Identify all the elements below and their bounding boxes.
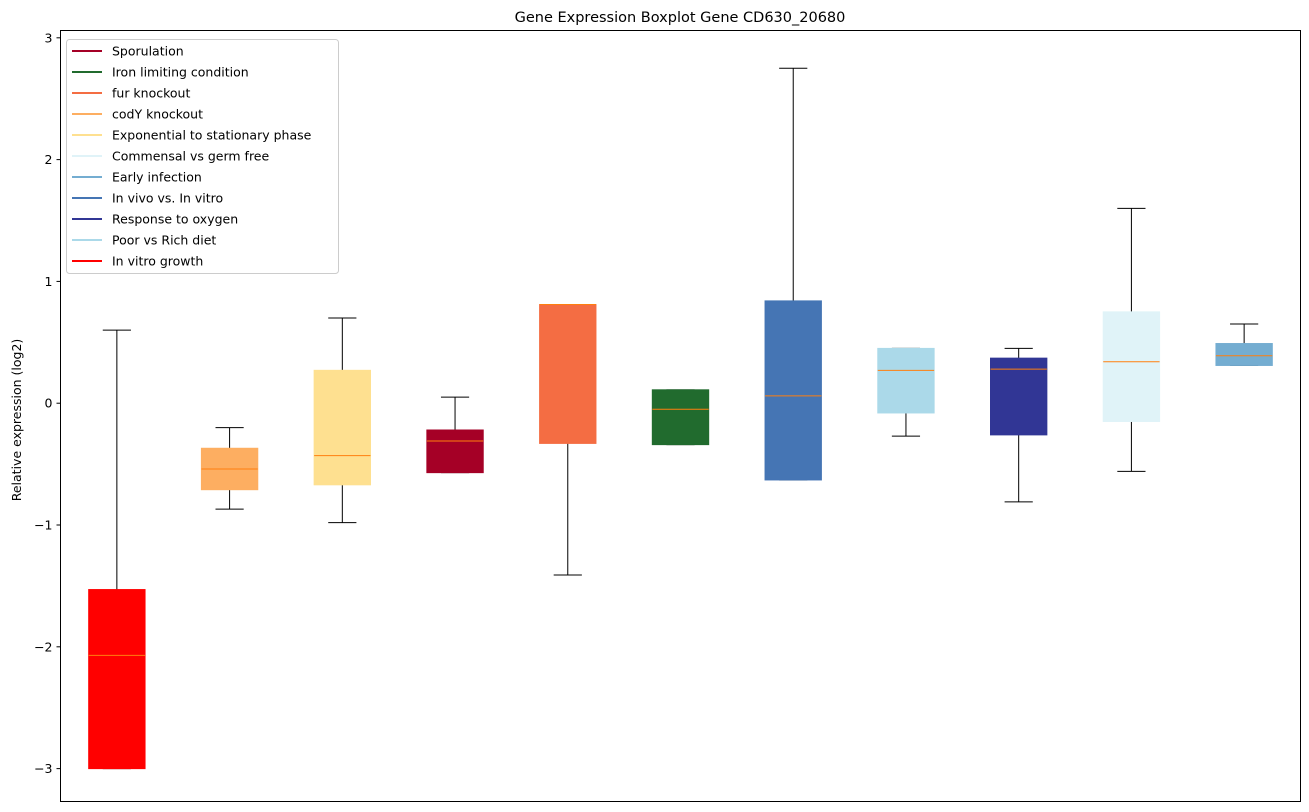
y-tick-label: 3 bbox=[45, 30, 53, 45]
box-cody-knockout bbox=[200, 427, 259, 510]
legend-label: Sporulation bbox=[112, 44, 184, 59]
box-body bbox=[877, 347, 935, 414]
legend-label: In vivo vs. In vitro bbox=[112, 191, 223, 206]
legend-frame bbox=[66, 39, 339, 274]
legend-label: Iron limiting condition bbox=[112, 65, 249, 80]
y-tick-label: −3 bbox=[34, 761, 52, 776]
legend-label: fur knockout bbox=[112, 86, 190, 101]
box-body bbox=[651, 389, 710, 446]
boxes-layer bbox=[88, 67, 1273, 770]
legend-label: codY knockout bbox=[112, 107, 203, 122]
box-body bbox=[764, 300, 822, 481]
legend-label: Commensal vs germ free bbox=[112, 149, 269, 164]
box-body bbox=[990, 357, 1048, 436]
y-tick-label: 2 bbox=[45, 152, 53, 167]
box-body bbox=[426, 429, 484, 474]
legend-label: In vitro growth bbox=[112, 254, 203, 269]
box-body bbox=[1215, 343, 1273, 366]
legend-label: Response to oxygen bbox=[112, 212, 238, 227]
box-poor-vs-rich-diet bbox=[877, 347, 935, 437]
legend-label: Early infection bbox=[112, 170, 202, 185]
chart-title: Gene Expression Boxplot Gene CD630_20680 bbox=[515, 10, 846, 26]
y-tick-label: −2 bbox=[34, 639, 52, 654]
legend-label: Poor vs Rich diet bbox=[112, 233, 216, 248]
box-iron-limiting-condition bbox=[651, 389, 710, 446]
y-tick-label: 0 bbox=[45, 396, 53, 411]
y-tick-label: −1 bbox=[34, 518, 52, 533]
y-axis-ticks: 3 2 1 0 −1 −2 −3 bbox=[34, 30, 61, 776]
box-response-to-oxygen bbox=[990, 347, 1048, 503]
legend: Sporulation Iron limiting condition fur kn… bbox=[66, 39, 339, 274]
box-body bbox=[313, 369, 371, 486]
plot-frame bbox=[60, 30, 1301, 802]
box-commensal-vs-germ-free bbox=[1102, 207, 1161, 472]
box-fur-knockout bbox=[539, 304, 597, 576]
box-in-vitro-growth bbox=[88, 329, 146, 770]
box-sporulation bbox=[426, 396, 484, 474]
box-early-infection bbox=[1215, 323, 1273, 366]
legend-label: Exponential to stationary phase bbox=[112, 128, 312, 143]
box-body bbox=[1102, 311, 1161, 422]
box-body bbox=[88, 589, 146, 770]
box-in-vivo-vs-in-vitro bbox=[764, 67, 822, 481]
box-exponential-to-stationary-phase bbox=[313, 317, 371, 524]
y-tick-label: 1 bbox=[45, 274, 53, 289]
y-axis-label: Relative expression (log2) bbox=[9, 339, 24, 502]
box-body bbox=[539, 304, 597, 444]
